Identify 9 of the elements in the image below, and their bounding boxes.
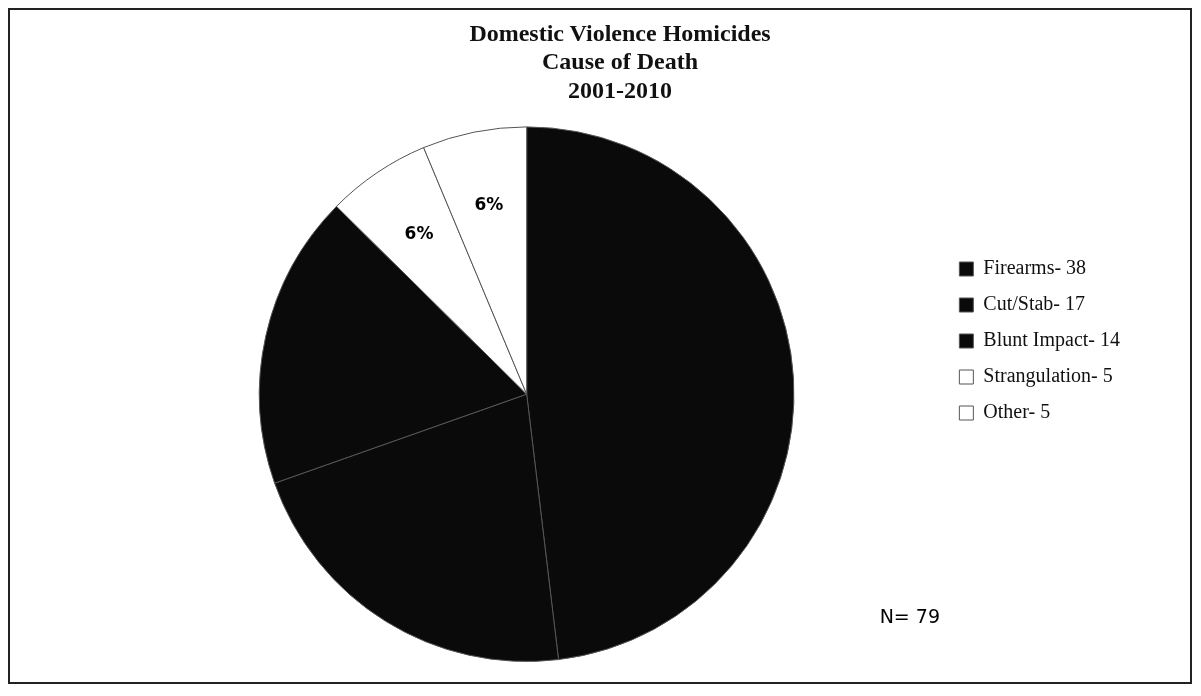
legend-label: Other- 5 (983, 400, 1051, 423)
text: N= 79 (879, 605, 940, 627)
legend-label: Cut/Stab- 17 (983, 292, 1086, 315)
data-label: 6% (474, 193, 504, 214)
chart-title: Domestic Violence Homicides Cause of Death 2001-2010 (469, 19, 771, 104)
legend-label: Blunt Impact- 14 (983, 328, 1120, 352)
legend-label: Strangulation- 5 (983, 364, 1113, 388)
legend-label: Firearms- 38 (983, 256, 1087, 279)
data-label: 6% (404, 223, 434, 244)
